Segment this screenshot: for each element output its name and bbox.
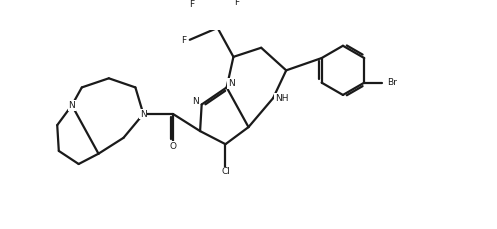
Text: N: N bbox=[69, 101, 75, 110]
Text: O: O bbox=[169, 142, 176, 151]
Text: NH: NH bbox=[275, 94, 289, 103]
Text: N: N bbox=[140, 109, 147, 119]
Text: N: N bbox=[228, 79, 235, 88]
Text: Br: Br bbox=[387, 78, 397, 87]
Text: F: F bbox=[181, 36, 186, 45]
Text: Cl: Cl bbox=[221, 167, 230, 177]
Text: F: F bbox=[234, 0, 239, 7]
Text: N: N bbox=[192, 97, 199, 106]
Text: F: F bbox=[189, 0, 194, 9]
